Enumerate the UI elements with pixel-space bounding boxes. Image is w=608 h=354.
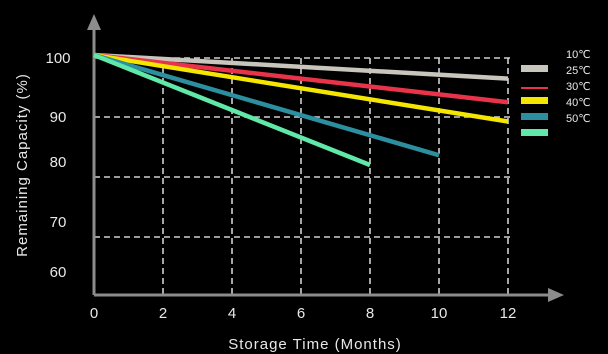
y-tick-label: 100: [45, 50, 70, 67]
x-tick-label: 0: [90, 305, 98, 322]
legend-swatch: [521, 129, 548, 136]
series-line: [93, 52, 440, 158]
series-line: [93, 52, 509, 124]
x-tick-label: 4: [228, 305, 236, 322]
x-tick-label: 2: [159, 305, 167, 322]
y-tick-label: 90: [50, 109, 67, 126]
series-lines: [93, 52, 509, 168]
x-tick-label: 12: [500, 305, 517, 322]
x-tick-label: 6: [297, 305, 305, 322]
legend-swatch: [521, 113, 548, 120]
x-axis-arrow: [548, 288, 564, 302]
legend-label: 10℃: [566, 49, 591, 61]
legend: 10℃ 25℃ 30℃ 40℃ 50℃: [521, 49, 591, 136]
series-line: [93, 52, 371, 168]
x-tick-labels: 0 2 4 6 8 10 12: [90, 305, 517, 322]
legend-label: 25℃: [566, 65, 591, 77]
y-tick-label: 70: [50, 214, 67, 231]
y-tick-label: 80: [50, 154, 67, 171]
x-tick-label: 8: [366, 305, 374, 322]
y-axis-arrow: [87, 14, 101, 30]
x-tick-label: 10: [431, 305, 448, 322]
legend-swatch: [521, 87, 548, 89]
x-axis-title: Storage Time (Months): [228, 336, 402, 353]
y-axis-title: Remaining Capacity (%): [14, 73, 31, 257]
legend-label: 30℃: [566, 81, 591, 93]
legend-swatch: [521, 97, 548, 104]
series-line: [93, 52, 509, 105]
series-line: [93, 52, 509, 81]
legend-label: 50℃: [566, 113, 591, 125]
legend-label: 40℃: [566, 97, 591, 109]
y-tick-label: 60: [50, 264, 67, 281]
axes: [87, 14, 564, 302]
y-tick-labels: 60 70 80 90 100: [45, 50, 70, 281]
legend-swatch: [521, 65, 548, 72]
